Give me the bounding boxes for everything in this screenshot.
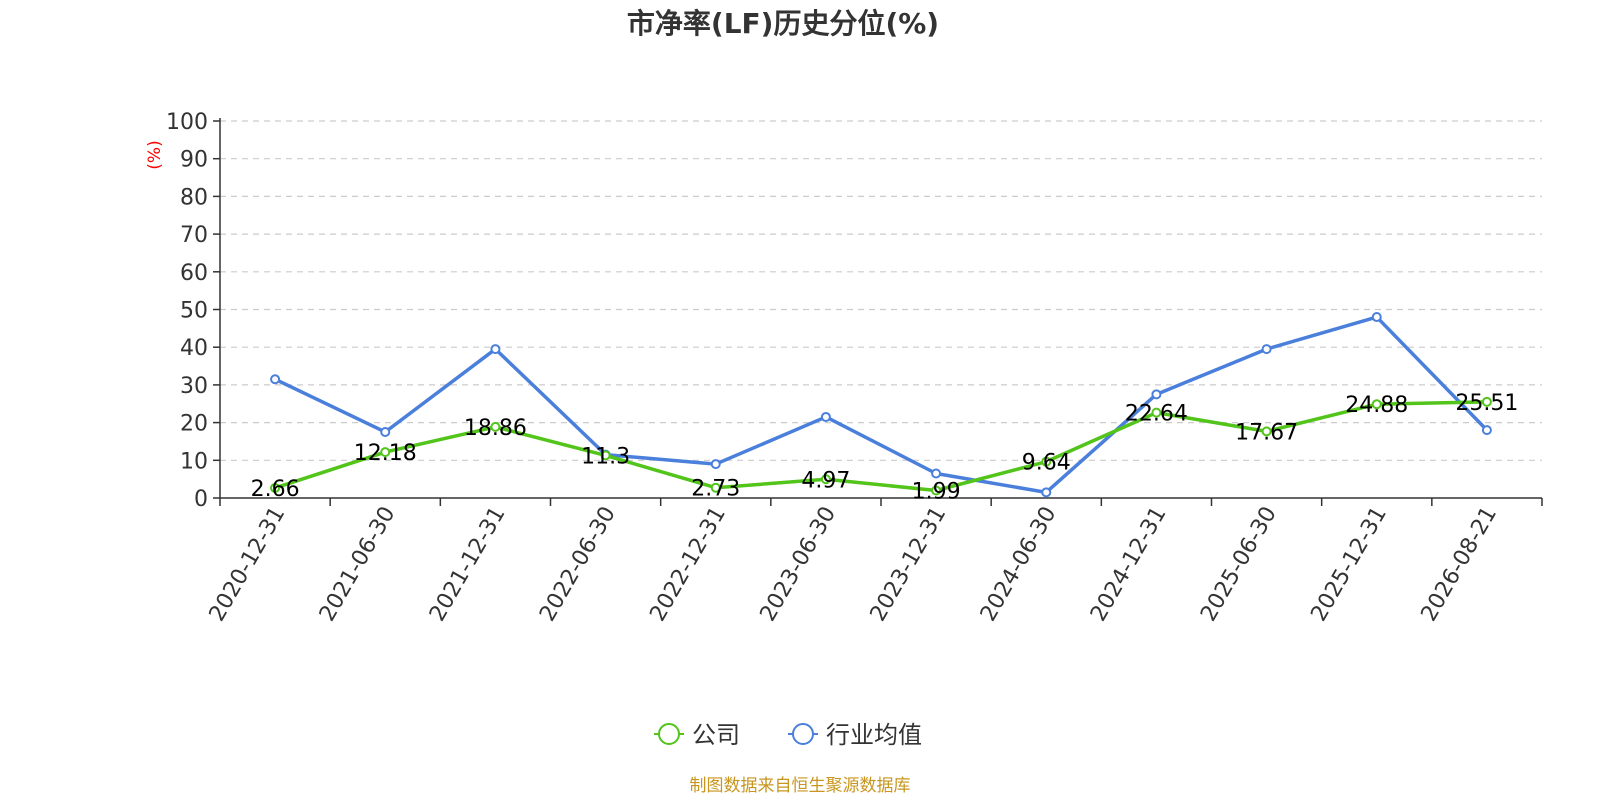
- y-tick-label: 20: [180, 412, 208, 437]
- series-point: [380, 427, 391, 438]
- y-tick-label: 60: [180, 261, 208, 286]
- series-point: [931, 468, 942, 479]
- y-tick-label: 90: [180, 148, 208, 173]
- data-label: 4.97: [801, 468, 850, 493]
- y-tick-label: 40: [180, 336, 208, 361]
- source-note: 制图数据来自恒生聚源数据库: [690, 776, 911, 796]
- series-point: [1261, 426, 1272, 437]
- data-labels: 2.66 12.18 18.86 11.3 2.73 4.97 1.99 9.64 22.64 1…: [251, 391, 1519, 505]
- data-label: 2.73: [691, 477, 740, 502]
- series-point: [1481, 425, 1492, 436]
- x-axis-ticks: 2020-12-31 2021-06-30 2021-12-31 2022-06-30…: [205, 498, 1543, 626]
- series-point: [710, 482, 721, 493]
- legend-label: 公司: [692, 721, 740, 749]
- series-point: [1261, 344, 1272, 355]
- x-tick-label: 2025-06-30: [1196, 503, 1282, 626]
- y-tick-label: 30: [180, 374, 208, 399]
- legend-item[interactable]: 行业均值: [788, 721, 922, 749]
- legend-item[interactable]: 公司: [654, 721, 740, 749]
- legend-marker: [658, 723, 680, 745]
- x-tick-label: 2021-06-30: [315, 503, 401, 626]
- data-label: 12.18: [354, 441, 417, 466]
- series-point: [1371, 312, 1382, 323]
- series-point: [1041, 487, 1052, 498]
- y-tick-label: 80: [180, 185, 208, 210]
- x-tick-label: 2021-12-31: [425, 503, 511, 626]
- legend-label: 行业均值: [826, 721, 922, 749]
- x-tick-label: 2022-12-31: [645, 503, 731, 626]
- series-point: [270, 482, 281, 493]
- x-tick-label: 2026-08-21: [1417, 503, 1503, 626]
- y-axis-unit-label: (%): [145, 140, 165, 169]
- legend-marker: [792, 723, 814, 745]
- y-tick-label: 70: [180, 223, 208, 248]
- series-point: [1481, 396, 1492, 407]
- grid-lines: [220, 120, 1542, 461]
- series-point: [380, 447, 391, 458]
- y-tick-label: 0: [194, 487, 208, 512]
- x-tick-label: 2023-06-30: [756, 503, 842, 626]
- axes: [219, 118, 1542, 499]
- x-tick-label: 2020-12-31: [205, 503, 291, 626]
- series-point: [1041, 456, 1052, 467]
- data-label: 24.88: [1345, 393, 1408, 418]
- legend[interactable]: 公司 行业均值: [654, 721, 922, 749]
- data-label: 17.67: [1235, 420, 1298, 445]
- series-point: [710, 459, 721, 470]
- data-label: 11.3: [581, 444, 630, 469]
- series-point: [490, 421, 501, 432]
- y-axis-ticks: 0 10 20 30 40 50 60 70 80 90 100: [166, 110, 220, 512]
- series-point: [1151, 389, 1162, 400]
- series-point: [490, 344, 501, 355]
- data-label: 1.99: [912, 479, 961, 504]
- y-tick-label: 10: [180, 449, 208, 474]
- x-tick-label: 2024-12-31: [1086, 503, 1172, 626]
- x-tick-label: 2025-12-31: [1306, 503, 1392, 626]
- y-tick-label: 50: [180, 299, 208, 324]
- series-point: [820, 474, 831, 485]
- series-point: [820, 411, 831, 422]
- series-point: [1151, 407, 1162, 418]
- data-label: 25.51: [1455, 391, 1518, 416]
- y-tick-label: 100: [166, 110, 208, 135]
- series-layer: [270, 312, 1492, 498]
- series-line: [274, 315, 1489, 495]
- data-label: 22.64: [1125, 402, 1188, 427]
- x-tick-label: 2024-06-30: [976, 503, 1062, 626]
- series-point: [1371, 399, 1382, 410]
- series-point: [270, 374, 281, 385]
- series-line: [274, 400, 1487, 493]
- series-point: [931, 485, 942, 496]
- x-tick-label: 2023-12-31: [866, 503, 952, 626]
- data-label: 2.66: [251, 477, 300, 502]
- data-label: 18.86: [464, 416, 527, 441]
- x-tick-label: 2022-06-30: [535, 503, 621, 626]
- data-label: 9.64: [1022, 451, 1071, 476]
- chart-title: 市净率(LF)历史分位(%): [627, 7, 939, 40]
- series-point: [600, 450, 611, 461]
